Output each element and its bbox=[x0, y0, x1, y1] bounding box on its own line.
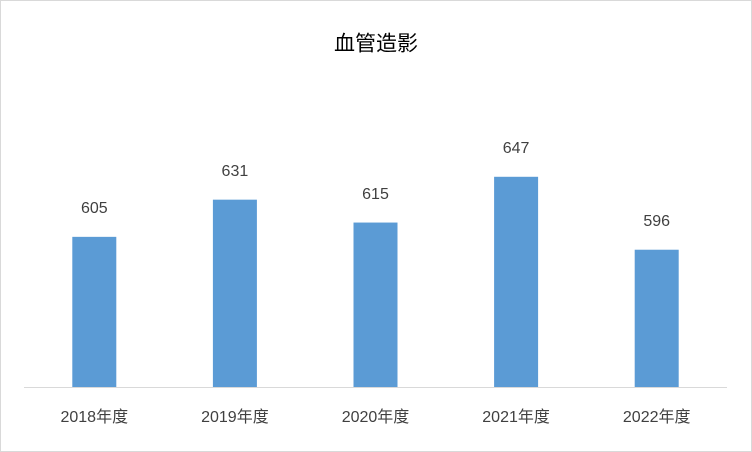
x-tick-label: 2019年度 bbox=[201, 408, 269, 426]
x-tick-label: 2020年度 bbox=[342, 408, 410, 426]
data-label: 605 bbox=[81, 200, 108, 217]
data-label: 647 bbox=[503, 140, 530, 157]
bar bbox=[212, 199, 257, 387]
chart-title: 血管造影 bbox=[334, 33, 418, 56]
data-label: 631 bbox=[222, 163, 249, 180]
bar bbox=[353, 222, 398, 387]
bar bbox=[72, 236, 117, 387]
data-label: 596 bbox=[643, 213, 670, 230]
data-label: 615 bbox=[362, 186, 389, 203]
bar bbox=[494, 176, 539, 387]
x-tick-label: 2021年度 bbox=[482, 408, 550, 426]
x-tick-label: 2018年度 bbox=[60, 408, 128, 426]
bar bbox=[634, 249, 679, 387]
x-tick-label: 2022年度 bbox=[623, 408, 691, 426]
